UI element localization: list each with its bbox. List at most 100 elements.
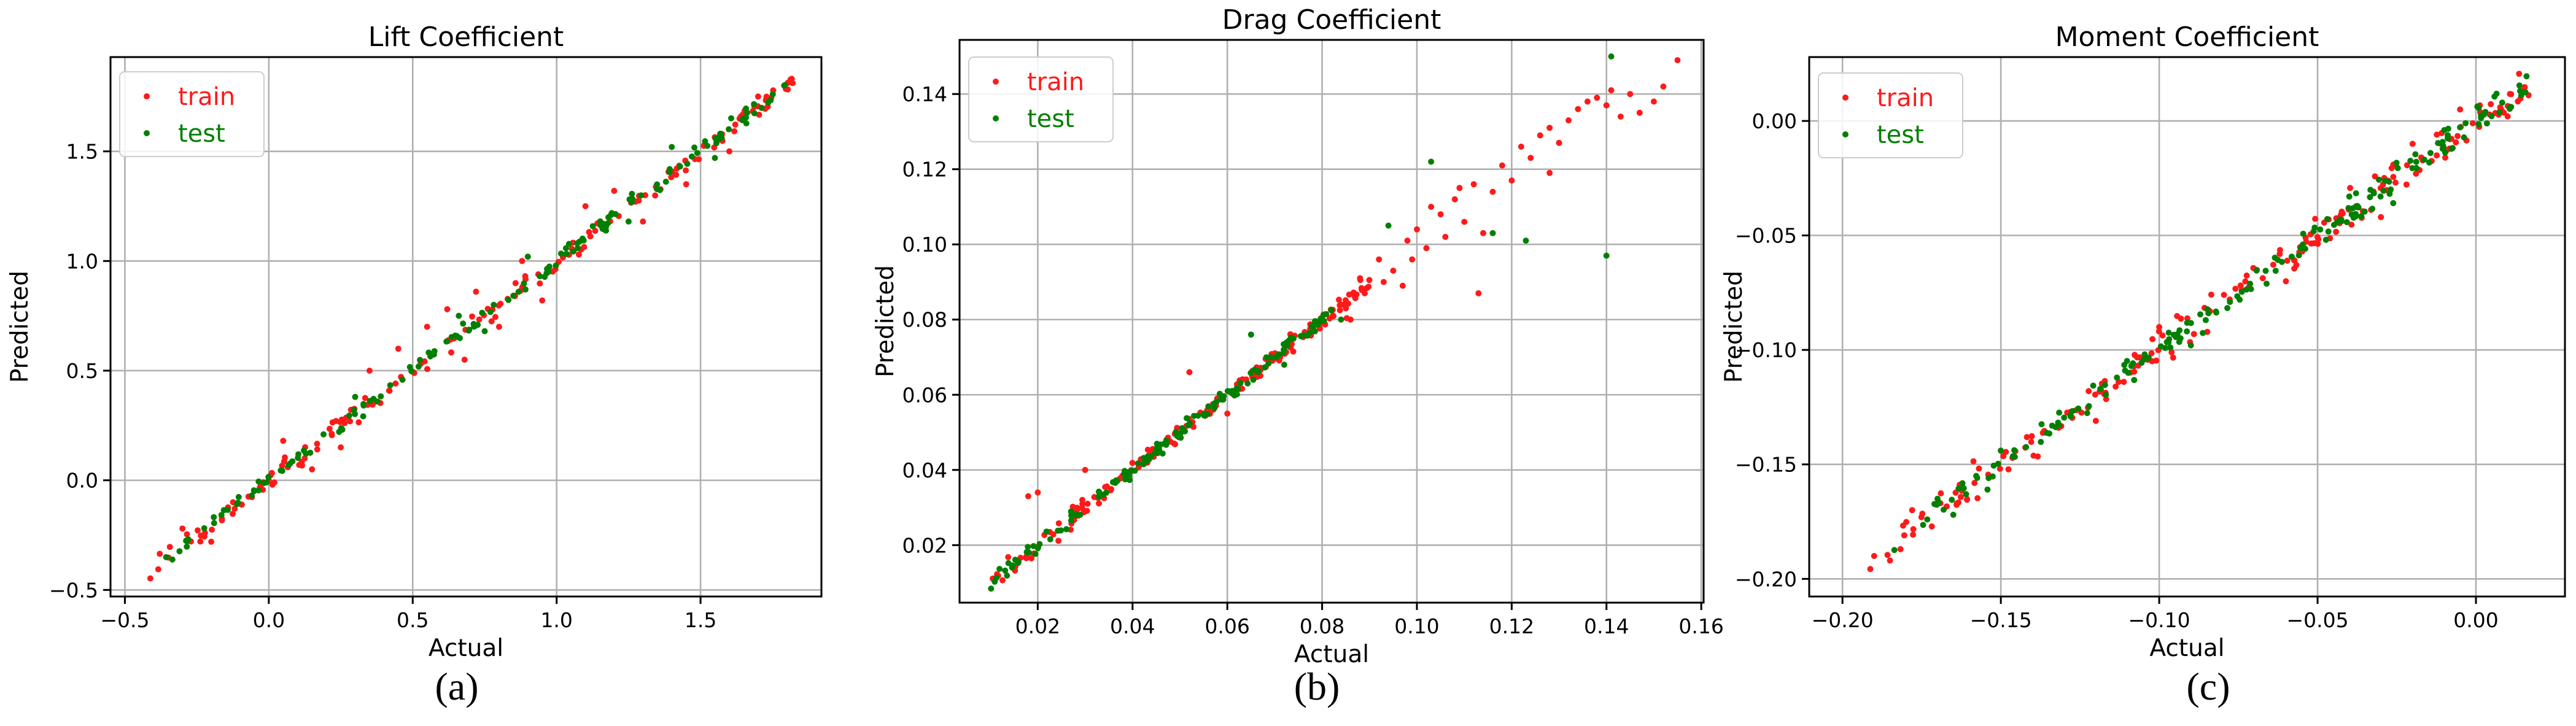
- point-test: [2248, 286, 2254, 292]
- point-train: [1347, 316, 1354, 323]
- point-test: [2052, 424, 2059, 430]
- point-train: [2504, 113, 2511, 120]
- point-test: [1308, 323, 1315, 330]
- point-test: [2377, 193, 2384, 200]
- point-train: [537, 280, 543, 287]
- point-train: [157, 550, 163, 557]
- point-train: [1603, 102, 1610, 109]
- point-train: [1005, 554, 1012, 560]
- point-test: [1489, 230, 1496, 236]
- point-test: [575, 245, 581, 252]
- point-test: [2056, 409, 2063, 416]
- point-train: [1480, 230, 1486, 236]
- point-test: [2145, 355, 2152, 361]
- point-train: [1636, 109, 1643, 116]
- point-test: [1428, 158, 1435, 165]
- point-test: [2475, 104, 2482, 111]
- x-tick-label: 0.10: [1394, 614, 1439, 638]
- point-test: [1311, 318, 1318, 325]
- point-test: [2264, 280, 2270, 287]
- point-test: [2367, 194, 2373, 201]
- point-train: [575, 251, 582, 258]
- point-train: [2208, 292, 2214, 298]
- point-test: [352, 411, 359, 417]
- point-test: [431, 348, 438, 355]
- point-test: [460, 320, 467, 327]
- point-train: [271, 479, 277, 486]
- x-tick-label: 0.00: [2453, 608, 2498, 632]
- point-train: [755, 93, 761, 100]
- point-test: [654, 181, 661, 188]
- grid: [111, 57, 821, 597]
- point-test: [1317, 318, 1324, 325]
- point-train: [1346, 292, 1352, 298]
- point-test: [662, 179, 669, 185]
- x-tick-label: −0.5: [100, 608, 149, 632]
- point-train: [2284, 257, 2291, 264]
- point-test: [2157, 343, 2164, 350]
- point-train: [155, 566, 161, 573]
- point-train: [424, 366, 430, 373]
- point-train: [1362, 290, 1368, 296]
- point-test: [2394, 164, 2401, 171]
- point-train: [1867, 566, 1874, 573]
- point-train: [1423, 245, 1430, 252]
- point-test: [225, 506, 231, 513]
- point-train: [1970, 458, 1977, 465]
- point-test: [2376, 176, 2382, 183]
- point-test: [2353, 190, 2359, 196]
- point-test: [1156, 446, 1163, 453]
- point-train: [1414, 226, 1420, 233]
- point-test: [185, 536, 192, 543]
- point-test: [2388, 186, 2394, 193]
- point-train: [338, 444, 344, 450]
- point-test: [2407, 158, 2414, 164]
- point-train: [2168, 349, 2175, 356]
- point-train: [147, 575, 153, 582]
- point-test: [991, 578, 998, 585]
- point-train: [299, 462, 305, 469]
- point-train: [2005, 466, 2012, 473]
- point-test: [2507, 106, 2513, 112]
- point-test: [2409, 165, 2416, 171]
- point-test: [1920, 522, 1926, 528]
- point-test: [2165, 339, 2172, 346]
- point-train: [1475, 290, 1482, 296]
- x-tick-label: 0.0: [253, 608, 285, 632]
- point-train: [1034, 489, 1041, 496]
- legend-marker-train: [1842, 95, 1849, 101]
- point-test: [2084, 410, 2090, 417]
- point-train: [1129, 460, 1136, 466]
- chart-title: Moment Coefficient: [2055, 21, 2319, 53]
- point-test: [2130, 360, 2136, 366]
- y-tick-label: −0.5: [49, 578, 98, 602]
- point-test: [717, 132, 724, 139]
- point-test: [491, 301, 497, 308]
- legend-label-test: test: [178, 120, 225, 148]
- point-train: [1461, 218, 1468, 225]
- point-test: [2121, 361, 2128, 368]
- point-test: [1247, 369, 1254, 376]
- points: [988, 53, 1681, 592]
- point-test: [2358, 213, 2365, 220]
- point-test: [1995, 460, 2001, 467]
- points: [1867, 71, 2532, 573]
- point-train: [1518, 144, 1524, 150]
- point-test: [2337, 216, 2343, 223]
- y-tick-label: −0.20: [1735, 567, 1797, 591]
- point-train: [1650, 98, 1657, 105]
- point-test: [537, 273, 543, 280]
- point-train: [333, 418, 339, 424]
- point-test: [1233, 385, 1240, 392]
- point-train: [1330, 313, 1337, 319]
- point-train: [424, 323, 430, 330]
- y-axis-label: Predicted: [1720, 271, 1748, 383]
- point-train: [2276, 250, 2283, 257]
- point-test: [1941, 506, 1947, 513]
- point-test: [546, 263, 553, 270]
- point-train: [2347, 185, 2354, 191]
- point-train: [1376, 256, 1383, 263]
- point-train: [386, 387, 393, 394]
- point-test: [479, 309, 486, 316]
- point-test: [1211, 404, 1218, 411]
